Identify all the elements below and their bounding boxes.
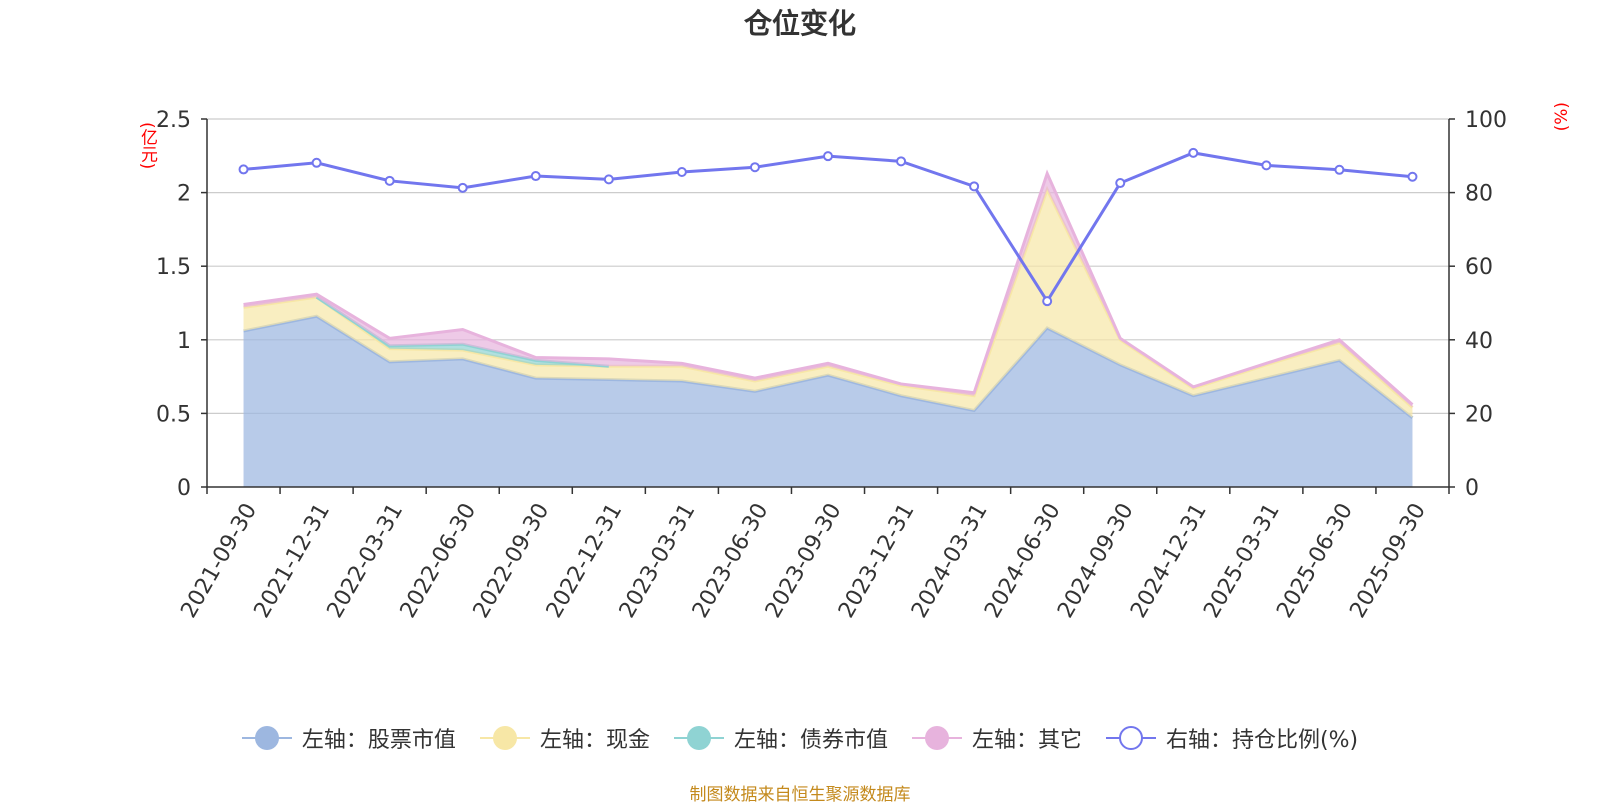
other-area-edge [243, 169, 1414, 406]
left-tick-label: 2.5 [156, 108, 191, 133]
position-change-chart: 0 0 0.5 20 1 40 1.5 60 2 80 2.5 100 2021-09-302021-1… [156, 108, 1507, 622]
ratio-point [969, 181, 980, 192]
cash-area [243, 189, 1413, 418]
x-tick-label: 2023-06-30 [688, 499, 774, 622]
chart-title: 仓位变化 [743, 7, 856, 40]
legend-stock-icon [241, 726, 292, 750]
x-tick-label: 2024-06-30 [980, 499, 1066, 622]
ratio-point [1042, 296, 1053, 307]
legend-bond-icon [673, 726, 724, 750]
x-tick-label: 2023-12-31 [834, 499, 920, 622]
right-tick-label: 0 [1465, 476, 1479, 501]
x-tick-label: 2025-03-31 [1199, 499, 1285, 622]
legend-other-icon [911, 726, 962, 750]
legend-ratio-icon [1105, 726, 1156, 750]
ratio-point [530, 171, 541, 182]
ratio-point [1407, 171, 1418, 182]
x-tick-label: 2024-09-30 [1053, 499, 1139, 622]
x-tick-label: 2023-03-31 [615, 499, 701, 622]
right-tick-label: 100 [1465, 108, 1507, 133]
right-tick-label: 60 [1465, 255, 1493, 280]
legend-stock-label: 左轴：股票市值 [301, 728, 456, 753]
stock-area [243, 316, 1413, 487]
legend-other-label: 左轴：其它 [971, 728, 1082, 753]
x-tick-label: 2023-09-30 [761, 499, 847, 622]
x-tick-label: 2025-09-30 [1345, 499, 1431, 622]
legend-bond-label: 左轴：债券市值 [733, 728, 888, 753]
x-tick-label: 2021-12-31 [250, 499, 336, 622]
ratio-point [1188, 147, 1199, 158]
ratio-point [823, 151, 833, 162]
chart-legend: 左轴：股票市值 左轴：现金 左轴：债券市值 左轴：其它 右轴：持仓比例(%) [0, 722, 1600, 754]
legend-item-cash[interactable]: 左轴：现金 [479, 722, 650, 754]
x-tick-label: 2022-12-31 [542, 499, 628, 622]
x-tick-label: 2022-09-30 [469, 499, 555, 622]
legend-item-bond[interactable]: 左轴：债券市值 [673, 722, 888, 754]
x-tick-label: 2022-03-31 [323, 499, 409, 622]
ratio-point [311, 157, 322, 168]
ratio-point [1261, 160, 1272, 171]
ratio-point [676, 166, 687, 177]
ratio-point [749, 162, 760, 173]
ratio-point [238, 164, 249, 175]
x-tick-label: 2024-12-31 [1126, 499, 1212, 622]
left-tick-label: 1 [177, 329, 191, 354]
data-source-note: 制图数据来自恒生聚源数据库 [689, 785, 911, 805]
ratio-point [457, 182, 468, 193]
ratio-point [1115, 178, 1126, 189]
x-tick-label: 2025-06-30 [1272, 499, 1358, 622]
left-tick-label: 2 [177, 182, 191, 207]
x-tick-label: 2022-06-30 [396, 499, 482, 622]
x-tick-label: 2021-09-30 [176, 499, 262, 622]
x-tick-label: 2024-03-31 [907, 499, 993, 622]
right-tick-label: 80 [1465, 182, 1493, 207]
legend-item-stock[interactable]: 左轴：股票市值 [241, 722, 456, 754]
ratio-point [603, 174, 614, 185]
ratio-line [243, 151, 1413, 304]
ratio-point [896, 156, 907, 167]
legend-cash-icon [479, 726, 530, 750]
left-tick-label: 1.5 [156, 255, 191, 280]
legend-item-ratio[interactable]: 右轴：持仓比例(%) [1105, 722, 1359, 754]
left-axis-unit: (亿元) [137, 122, 157, 170]
ratio-point [1334, 164, 1345, 175]
left-tick-label: 0 [177, 476, 191, 501]
ratio-point [384, 175, 395, 186]
left-tick-label: 0.5 [156, 402, 191, 427]
right-axis-unit: (%) [1552, 102, 1572, 132]
legend-cash-label: 左轴：现金 [539, 728, 650, 753]
legend-item-other[interactable]: 左轴：其它 [911, 722, 1082, 754]
legend-ratio-label: 右轴：持仓比例(%) [1165, 728, 1359, 753]
right-tick-label: 20 [1465, 402, 1493, 427]
right-tick-label: 40 [1465, 329, 1493, 354]
